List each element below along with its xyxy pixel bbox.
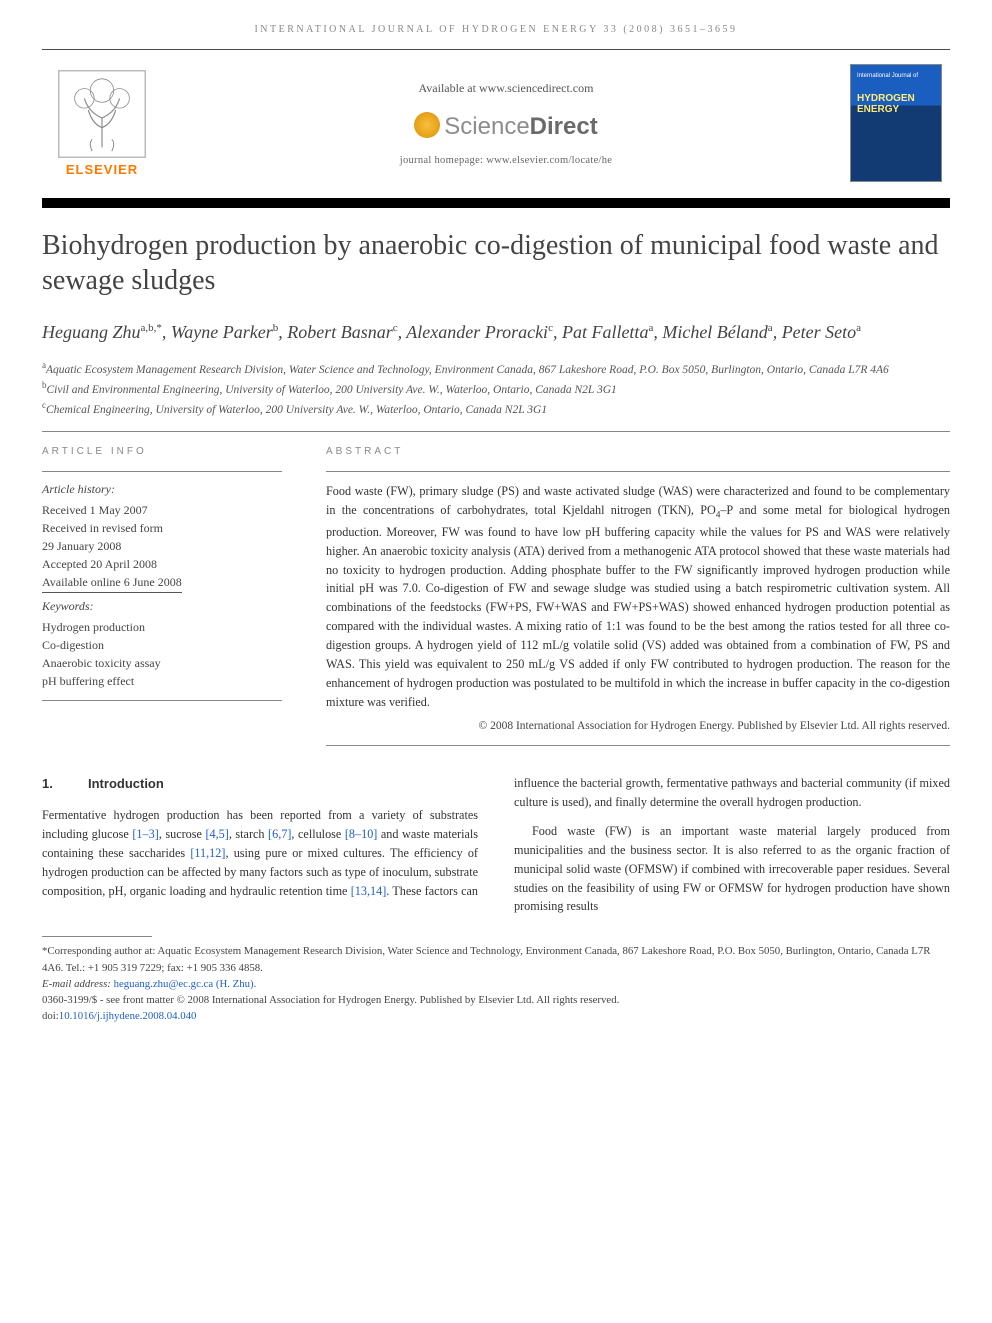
body-p2: Food waste (FW) is an important waste ma… <box>514 822 950 917</box>
elsevier-tree-icon <box>58 70 146 158</box>
article-info-col: ARTICLE INFO Article history: Received 1… <box>42 446 282 746</box>
cover-big-1: HYDROGEN <box>857 93 915 104</box>
affil-b: bCivil and Environmental Engineering, Un… <box>42 379 950 399</box>
history-accepted: Accepted 20 April 2008 <box>42 555 282 573</box>
affil-a: aAquatic Ecosystem Management Research D… <box>42 359 950 379</box>
keyword-item: Co-digestion <box>42 636 282 654</box>
email-label: E-mail address: <box>42 978 114 990</box>
section-1-num: 1. <box>42 774 88 794</box>
abstract-col: ABSTRACT Food waste (FW), primary sludge… <box>326 446 950 746</box>
history-lines: Received 1 May 2007 Received in revised … <box>42 501 282 593</box>
history-received: Received 1 May 2007 <box>42 501 282 519</box>
keyword-item: Hydrogen production <box>42 618 282 636</box>
elsevier-wordmark: ELSEVIER <box>66 162 138 177</box>
abstract-head: ABSTRACT <box>326 446 950 457</box>
keyword-item: Anaerobic toxicity assay <box>42 654 282 672</box>
available-at: Available at www.sciencedirect.com <box>180 81 832 96</box>
info-rule-2 <box>42 700 282 701</box>
masthead-center: Available at www.sciencedirect.com Scien… <box>180 81 832 166</box>
black-bar <box>42 198 950 208</box>
history-revised-2: 29 January 2008 <box>42 537 282 555</box>
cover-big-title: HYDROGEN ENERGY <box>857 93 935 115</box>
sciencedirect-ball-icon <box>414 112 440 138</box>
article-info-head: ARTICLE INFO <box>42 446 282 457</box>
history-online: Available online 6 June 2008 <box>42 573 282 593</box>
doi-line: doi:10.1016/j.ijhydene.2008.04.040 <box>42 1008 950 1024</box>
info-row: ARTICLE INFO Article history: Received 1… <box>42 446 950 746</box>
abstract-rule-top <box>326 471 950 472</box>
elsevier-logo: ELSEVIER <box>42 70 162 177</box>
section-1-head: 1.Introduction <box>42 774 478 794</box>
masthead: ELSEVIER Available at www.sciencedirect.… <box>42 56 950 192</box>
history-label: Article history: <box>42 482 282 497</box>
top-rule <box>42 49 950 50</box>
email-link[interactable]: heguang.zhu@ec.gc.ca (H. Zhu). <box>114 978 257 990</box>
section-1-title: Introduction <box>88 776 164 791</box>
info-top-rule <box>42 431 950 432</box>
journal-cover: International Journal of HYDROGEN ENERGY <box>850 64 942 182</box>
cover-big-2: ENERGY <box>857 104 899 115</box>
keyword-item: pH buffering effect <box>42 672 282 690</box>
keywords-list: Hydrogen production Co-digestion Anaerob… <box>42 618 282 690</box>
sd-dir: Direct <box>530 113 598 140</box>
affil-c: cChemical Engineering, University of Wat… <box>42 399 950 419</box>
abstract-body: Food waste (FW), primary sludge (PS) and… <box>326 482 950 711</box>
keywords-label: Keywords: <box>42 599 282 614</box>
corresponding-author: *Corresponding author at: Aquatic Ecosys… <box>42 943 950 975</box>
sciencedirect-logo: ScienceDirect <box>414 108 597 141</box>
doi-label: doi: <box>42 1010 59 1022</box>
sd-sci: Science <box>444 113 529 140</box>
journal-homepage: journal homepage: www.elsevier.com/locat… <box>180 155 832 166</box>
email-line: E-mail address: heguang.zhu@ec.gc.ca (H.… <box>42 976 950 992</box>
info-rule-1 <box>42 471 282 472</box>
copyright: © 2008 International Association for Hyd… <box>326 718 950 735</box>
footnote-rule <box>42 936 152 937</box>
sciencedirect-text: ScienceDirect <box>444 113 597 141</box>
body-columns: 1.Introduction Fermentative hydrogen pro… <box>42 774 950 916</box>
article-title: Biohydrogen production by anaerobic co-d… <box>42 228 950 298</box>
authors: Heguang Zhua,b,*, Wayne Parkerb, Robert … <box>42 320 950 345</box>
affiliations: aAquatic Ecosystem Management Research D… <box>42 359 950 419</box>
cover-small-title: International Journal of <box>857 73 935 80</box>
footnotes: *Corresponding author at: Aquatic Ecosys… <box>42 943 950 1024</box>
running-head: INTERNATIONAL JOURNAL OF HYDROGEN ENERGY… <box>42 24 950 35</box>
doi-link[interactable]: 10.1016/j.ijhydene.2008.04.040 <box>59 1010 197 1022</box>
history-revised-1: Received in revised form <box>42 519 282 537</box>
front-matter: 0360-3199/$ - see front matter © 2008 In… <box>42 992 950 1008</box>
abstract-rule-bottom <box>326 745 950 746</box>
